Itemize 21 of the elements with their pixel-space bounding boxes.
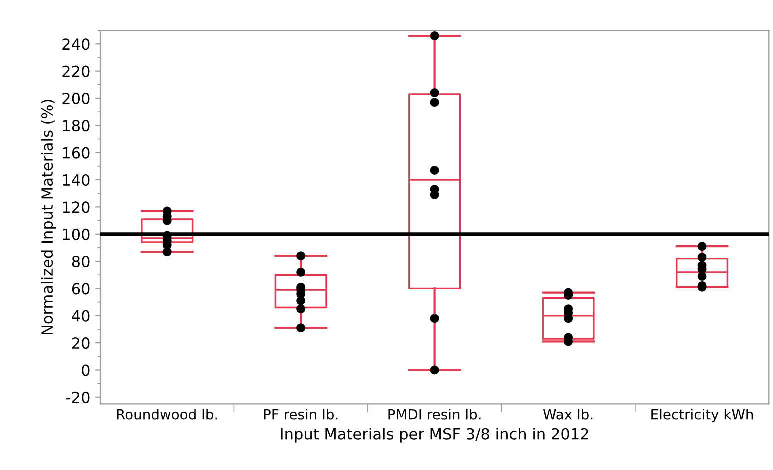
y-tick-label: 40: [72, 310, 90, 322]
x-tick-label: Roundwood lb.: [117, 409, 218, 420]
y-tick-label: 20: [72, 338, 90, 350]
x-tick-label: PMDI resin lb.: [388, 409, 481, 420]
y-tick-label: 200: [62, 92, 90, 105]
y-tick-label: 220: [62, 66, 90, 78]
y-tick-label: 140: [63, 174, 90, 186]
y-tick-label: 160: [63, 147, 90, 159]
y-axis-title: Normalized Input Materials (%): [41, 100, 56, 334]
y-tick-label: 120: [63, 202, 90, 214]
x-tick-label: Wax lb.: [543, 409, 593, 420]
x-tick-label: PF resin lb.: [264, 409, 338, 420]
y-tick-label: 180: [63, 120, 90, 132]
y-tick-label: 60: [72, 283, 90, 295]
x-axis-title: Input Materials per MSF 3/8 inch in 2012: [281, 428, 588, 443]
y-tick-label: 100: [63, 228, 90, 240]
x-tick-label: Electricity kWh: [652, 409, 754, 423]
y-tick-label: 0: [82, 364, 90, 376]
y-tick-label: 240: [62, 38, 90, 50]
y-tick-label: 80: [72, 256, 90, 268]
y-tick-label: -20: [66, 392, 90, 404]
